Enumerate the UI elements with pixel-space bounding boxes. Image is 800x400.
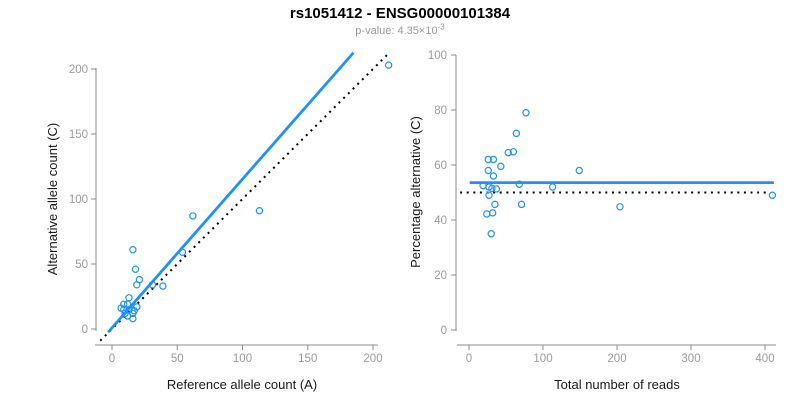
- data-point: [517, 200, 526, 209]
- pvalue-text: p-value: 4.35×10: [355, 25, 438, 37]
- data-point: [487, 230, 495, 238]
- data-point: [189, 212, 197, 220]
- data-point: [255, 206, 264, 215]
- data-point: [522, 109, 530, 117]
- x-tick-label: 400: [755, 353, 774, 365]
- data-point: [178, 248, 187, 256]
- x-axis-title: Reference allele count (A): [167, 377, 317, 392]
- x-tick-label: 300: [681, 353, 700, 365]
- x-tick-label: 100: [533, 353, 552, 365]
- y-tick-label: 20: [434, 270, 447, 282]
- data-point: [384, 61, 393, 69]
- x-tick-label: 100: [233, 353, 252, 365]
- data-point: [488, 209, 497, 217]
- data-point: [497, 162, 505, 171]
- x-axis-title: Total number of reads: [554, 377, 680, 392]
- data-point: [491, 200, 499, 209]
- data-point: [485, 191, 493, 199]
- data-point: [159, 282, 167, 290]
- data-point: [575, 166, 583, 175]
- data-point: [509, 148, 518, 156]
- figure-subtitle: p-value: 4.35×10-3: [0, 22, 800, 37]
- y-tick-label: 100: [428, 50, 447, 62]
- data-point: [484, 166, 492, 175]
- data-point: [504, 148, 512, 157]
- x-tick-label: 0: [109, 353, 115, 365]
- data-point: [488, 184, 496, 193]
- data-point: [483, 210, 491, 218]
- x-tick-label: 200: [363, 353, 382, 365]
- data-point: [548, 183, 557, 191]
- data-point: [768, 191, 777, 199]
- identity-line: [99, 52, 391, 342]
- x-tick-label: 150: [298, 353, 317, 365]
- data-point: [489, 172, 498, 180]
- fit-line: [107, 51, 355, 334]
- data-point: [135, 275, 144, 284]
- y-tick-label: 50: [75, 259, 88, 271]
- data-point: [123, 300, 132, 308]
- data-point: [133, 303, 141, 311]
- data-point: [120, 305, 128, 314]
- y-tick-label: 150: [69, 129, 88, 141]
- y-tick-label: 100: [69, 194, 88, 206]
- y-axis-title: Percentage alternative (C): [408, 116, 423, 268]
- y-tick-label: 200: [69, 64, 88, 76]
- data-point: [148, 281, 157, 289]
- x-tick-label: 0: [466, 353, 472, 365]
- pvalue-exponent: -3: [437, 22, 445, 32]
- y-tick-label: 80: [434, 105, 447, 117]
- data-point: [515, 180, 524, 188]
- data-point: [129, 314, 137, 323]
- data-point: [484, 155, 492, 164]
- data-point: [125, 294, 133, 302]
- figure-title: rs1051412 - ENSG00000101384: [289, 5, 511, 22]
- y-axis-title: Alternative allele count (C): [45, 123, 60, 275]
- x-tick-label: 50: [171, 353, 184, 365]
- data-point: [512, 129, 521, 138]
- y-tick-label: 60: [434, 160, 447, 172]
- data-point: [492, 185, 501, 193]
- data-point: [616, 203, 624, 211]
- y-tick-label: 40: [434, 215, 447, 227]
- x-tick-label: 200: [607, 353, 626, 365]
- data-point: [129, 245, 137, 254]
- y-tick-label: 0: [441, 325, 447, 337]
- data-point: [489, 155, 498, 164]
- y-tick-label: 0: [82, 324, 88, 336]
- panel-allele-counts: 0 50 100 150 200 0 50 100 150 200 Reference allele…: [45, 51, 393, 392]
- data-point: [131, 265, 140, 273]
